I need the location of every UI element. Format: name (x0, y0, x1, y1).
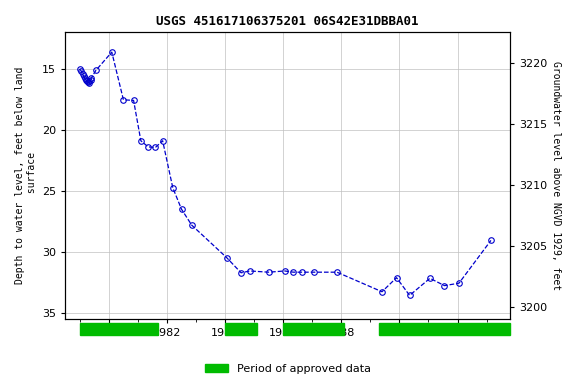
Bar (379, 323, 510, 335)
Legend: Period of approved data: Period of approved data (201, 359, 375, 379)
Bar (283, 323, 344, 335)
Bar (225, 323, 257, 335)
Title: USGS 451617106375201 06S42E31DBBA01: USGS 451617106375201 06S42E31DBBA01 (156, 15, 419, 28)
Y-axis label: Groundwater level above NGVD 1929, feet: Groundwater level above NGVD 1929, feet (551, 61, 561, 290)
Y-axis label: Depth to water level, feet below land
 surface: Depth to water level, feet below land su… (15, 67, 37, 284)
Bar (80, 323, 158, 335)
